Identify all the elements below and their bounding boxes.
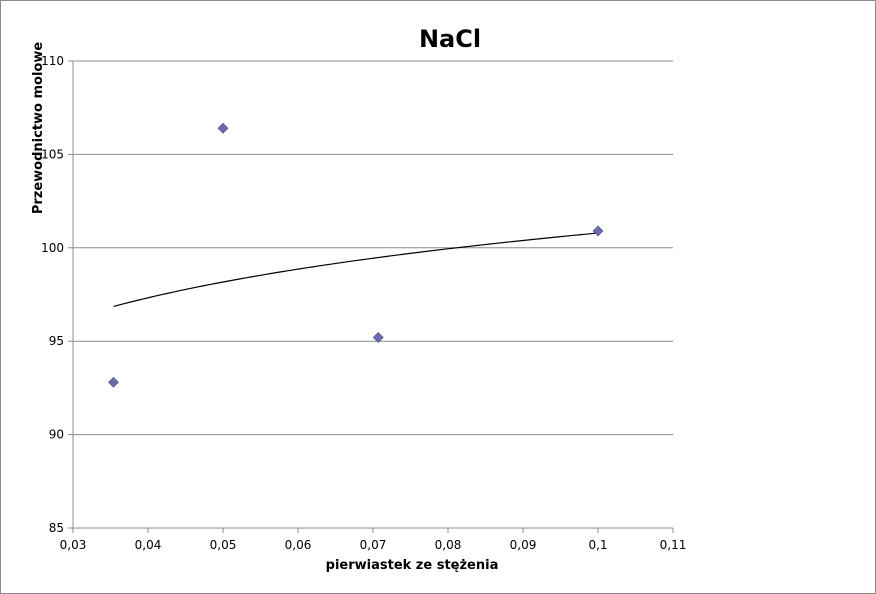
x-axis-label: pierwiastek ze stężenia bbox=[326, 558, 499, 573]
y-tick-label: 95 bbox=[49, 334, 64, 348]
x-tick-label: 0,1 bbox=[588, 538, 607, 552]
x-tick-label: 0,06 bbox=[285, 538, 312, 552]
y-axis-label: Przewodnictwo molowe bbox=[31, 42, 46, 215]
trendline-group bbox=[113, 232, 599, 308]
x-tick-label: 0,11 bbox=[660, 538, 687, 552]
x-tick-label: 0,03 bbox=[60, 538, 87, 552]
y-tick-label: 105 bbox=[41, 147, 64, 161]
x-axis-ticks: 0,03 0,04 0,05 0,06 0,07 0,08 0,09 0,1 0,11 bbox=[60, 528, 687, 552]
trendline bbox=[113, 232, 599, 308]
data-point-diamond bbox=[217, 122, 229, 134]
y-tick-label: 85 bbox=[49, 521, 64, 535]
x-tick-label: 0,04 bbox=[135, 538, 162, 552]
x-tick-label: 0,09 bbox=[510, 538, 537, 552]
y-tick-label: 90 bbox=[49, 428, 64, 442]
x-tick-label: 0,08 bbox=[435, 538, 462, 552]
x-tick-label: 0,07 bbox=[360, 538, 387, 552]
data-point-diamond bbox=[372, 332, 384, 343]
data-point-diamond bbox=[108, 376, 119, 388]
y-tick-label: 100 bbox=[41, 241, 64, 255]
y-axis-ticks: 85 90 95 100 105 110 bbox=[41, 54, 73, 535]
chart-title: NaCl bbox=[419, 25, 481, 53]
y-tick-label: 110 bbox=[41, 54, 64, 68]
data-points bbox=[108, 122, 604, 388]
gridlines bbox=[73, 60, 673, 436]
data-point-diamond bbox=[592, 225, 604, 237]
x-tick-label: 0,05 bbox=[210, 538, 237, 552]
